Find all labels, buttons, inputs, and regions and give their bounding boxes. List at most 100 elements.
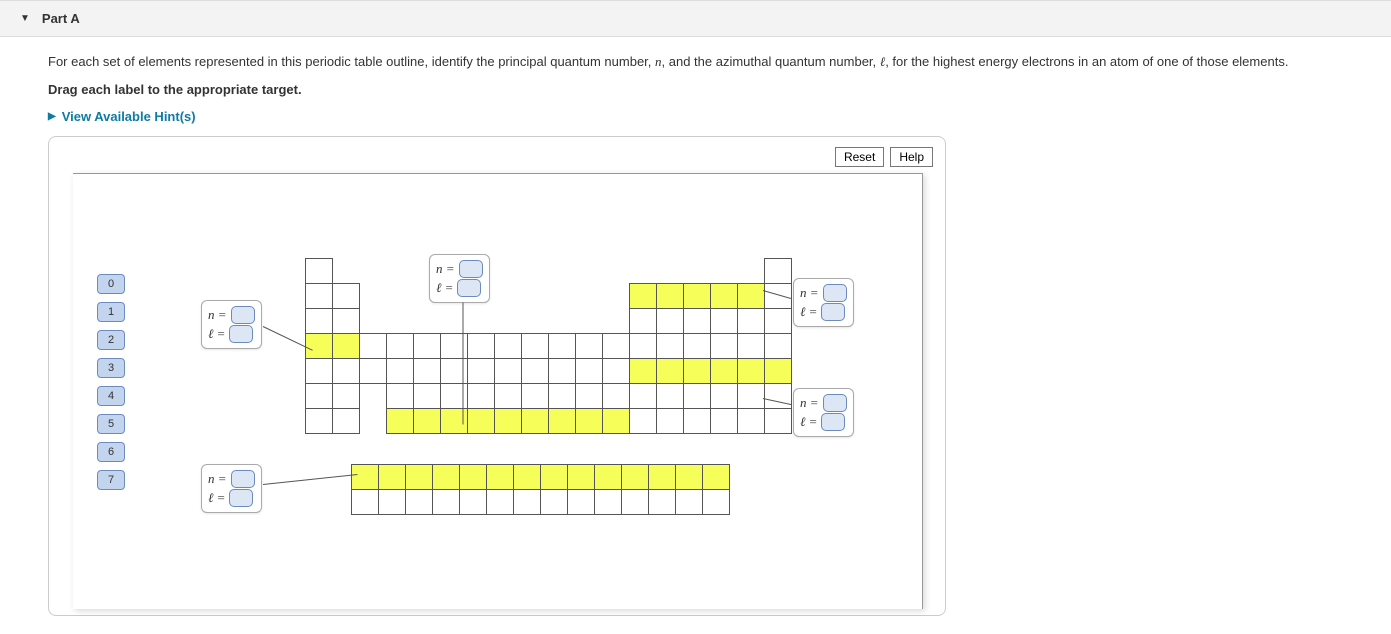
cell-r6-c3[interactable] bbox=[386, 408, 414, 434]
cell-r5-c7[interactable] bbox=[494, 383, 522, 409]
fcell-r1-c1[interactable] bbox=[378, 489, 406, 515]
cell-r5-c14[interactable] bbox=[683, 383, 711, 409]
slot-n-t4[interactable] bbox=[823, 394, 847, 412]
cell-r5-c9[interactable] bbox=[548, 383, 576, 409]
cell-r4-c12[interactable] bbox=[629, 358, 657, 384]
cell-r4-c6[interactable] bbox=[467, 358, 495, 384]
label-chip-0[interactable]: 0 bbox=[97, 274, 125, 294]
cell-r3-c14[interactable] bbox=[683, 333, 711, 359]
fcell-r1-c6[interactable] bbox=[513, 489, 541, 515]
cell-r5-c13[interactable] bbox=[656, 383, 684, 409]
cell-r6-c5[interactable] bbox=[440, 408, 468, 434]
cell-r5-c11[interactable] bbox=[602, 383, 630, 409]
cell-r2-c1[interactable] bbox=[332, 308, 360, 334]
slot-l-t1[interactable] bbox=[229, 325, 253, 343]
cell-r4-c8[interactable] bbox=[521, 358, 549, 384]
fcell-r0-c11[interactable] bbox=[648, 464, 676, 490]
cell-r5-c8[interactable] bbox=[521, 383, 549, 409]
cell-r5-c5[interactable] bbox=[440, 383, 468, 409]
fcell-r0-c5[interactable] bbox=[486, 464, 514, 490]
fcell-r1-c9[interactable] bbox=[594, 489, 622, 515]
cell-r6-c1[interactable] bbox=[332, 408, 360, 434]
cell-r1-c13[interactable] bbox=[656, 283, 684, 309]
cell-r3-c1[interactable] bbox=[332, 333, 360, 359]
cell-r3-c9[interactable] bbox=[548, 333, 576, 359]
fcell-r0-c10[interactable] bbox=[621, 464, 649, 490]
cell-r5-c6[interactable] bbox=[467, 383, 495, 409]
cell-r4-c13[interactable] bbox=[656, 358, 684, 384]
cell-r6-c4[interactable] bbox=[413, 408, 441, 434]
label-chip-2[interactable]: 2 bbox=[97, 330, 125, 350]
cell-r4-c17[interactable] bbox=[764, 358, 792, 384]
slot-n-t2[interactable] bbox=[459, 260, 483, 278]
cell-r2-c0[interactable] bbox=[305, 308, 333, 334]
cell-r3-c5[interactable] bbox=[440, 333, 468, 359]
cell-r6-c7[interactable] bbox=[494, 408, 522, 434]
fcell-r0-c13[interactable] bbox=[702, 464, 730, 490]
cell-r4-c15[interactable] bbox=[710, 358, 738, 384]
cell-r3-c16[interactable] bbox=[737, 333, 765, 359]
cell-r6-c6[interactable] bbox=[467, 408, 495, 434]
cell-r3-c6[interactable] bbox=[467, 333, 495, 359]
cell-r5-c0[interactable] bbox=[305, 383, 333, 409]
slot-l-t3[interactable] bbox=[821, 303, 845, 321]
cell-r6-c15[interactable] bbox=[710, 408, 738, 434]
cell-r2-c16[interactable] bbox=[737, 308, 765, 334]
cell-r3-c10[interactable] bbox=[575, 333, 603, 359]
cell-r3-c7[interactable] bbox=[494, 333, 522, 359]
cell-r3-c0[interactable] bbox=[305, 333, 333, 359]
cell-r5-c17[interactable] bbox=[764, 383, 792, 409]
cell-r2-c13[interactable] bbox=[656, 308, 684, 334]
cell-r2-c14[interactable] bbox=[683, 308, 711, 334]
cell-r4-c2[interactable] bbox=[359, 358, 387, 384]
label-chip-4[interactable]: 4 bbox=[97, 386, 125, 406]
fcell-r0-c6[interactable] bbox=[513, 464, 541, 490]
fcell-r0-c1[interactable] bbox=[378, 464, 406, 490]
fcell-r0-c0[interactable] bbox=[351, 464, 379, 490]
cell-r3-c4[interactable] bbox=[413, 333, 441, 359]
fcell-r1-c2[interactable] bbox=[405, 489, 433, 515]
cell-r3-c13[interactable] bbox=[656, 333, 684, 359]
cell-r1-c12[interactable] bbox=[629, 283, 657, 309]
cell-r4-c0[interactable] bbox=[305, 358, 333, 384]
cell-r2-c12[interactable] bbox=[629, 308, 657, 334]
cell-r3-c8[interactable] bbox=[521, 333, 549, 359]
cell-r4-c3[interactable] bbox=[386, 358, 414, 384]
cell-r6-c8[interactable] bbox=[521, 408, 549, 434]
fcell-r0-c8[interactable] bbox=[567, 464, 595, 490]
cell-r4-c7[interactable] bbox=[494, 358, 522, 384]
cell-r4-c10[interactable] bbox=[575, 358, 603, 384]
view-hints-toggle[interactable]: ▶ View Available Hint(s) bbox=[48, 109, 1343, 124]
cell-r6-c0[interactable] bbox=[305, 408, 333, 434]
slot-l-t2[interactable] bbox=[457, 279, 481, 297]
help-button[interactable]: Help bbox=[890, 147, 933, 167]
cell-r4-c4[interactable] bbox=[413, 358, 441, 384]
reset-button[interactable]: Reset bbox=[835, 147, 884, 167]
fcell-r1-c13[interactable] bbox=[702, 489, 730, 515]
cell-r1-c14[interactable] bbox=[683, 283, 711, 309]
cell-r6-c17[interactable] bbox=[764, 408, 792, 434]
fcell-r0-c2[interactable] bbox=[405, 464, 433, 490]
cell-r1-c16[interactable] bbox=[737, 283, 765, 309]
fcell-r0-c7[interactable] bbox=[540, 464, 568, 490]
cell-r4-c1[interactable] bbox=[332, 358, 360, 384]
cell-r6-c9[interactable] bbox=[548, 408, 576, 434]
label-chip-5[interactable]: 5 bbox=[97, 414, 125, 434]
cell-r4-c16[interactable] bbox=[737, 358, 765, 384]
fcell-r1-c10[interactable] bbox=[621, 489, 649, 515]
cell-r5-c15[interactable] bbox=[710, 383, 738, 409]
cell-r4-c11[interactable] bbox=[602, 358, 630, 384]
cell-r3-c15[interactable] bbox=[710, 333, 738, 359]
cell-r5-c4[interactable] bbox=[413, 383, 441, 409]
fcell-r1-c7[interactable] bbox=[540, 489, 568, 515]
cell-r6-c14[interactable] bbox=[683, 408, 711, 434]
cell-r6-c16[interactable] bbox=[737, 408, 765, 434]
cell-r3-c12[interactable] bbox=[629, 333, 657, 359]
cell-r1-c1[interactable] bbox=[332, 283, 360, 309]
cell-r3-c3[interactable] bbox=[386, 333, 414, 359]
part-header[interactable]: ▼ Part A bbox=[0, 0, 1391, 37]
fcell-r1-c12[interactable] bbox=[675, 489, 703, 515]
cell-r5-c3[interactable] bbox=[386, 383, 414, 409]
label-chip-7[interactable]: 7 bbox=[97, 470, 125, 490]
slot-n-t1[interactable] bbox=[231, 306, 255, 324]
